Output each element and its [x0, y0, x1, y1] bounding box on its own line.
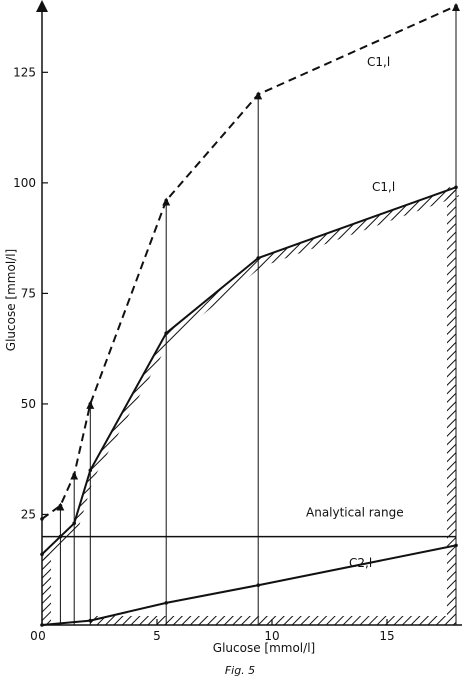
y-tick-label-125: 125	[13, 65, 36, 79]
series-2-point-0	[40, 623, 44, 627]
x-axis-title: Glucose [mmol/l]	[213, 641, 315, 655]
series-1-point-5	[256, 256, 261, 260]
ticks: 0 5 10 15 25 50 75 100 125 0	[13, 65, 395, 643]
y-axis-title: Glucose [mmol/l]	[4, 249, 18, 351]
series-1-point-3	[88, 468, 93, 473]
series-lines	[41, 5, 457, 626]
series-1-point-2	[72, 521, 76, 526]
series-0-point-1	[58, 503, 63, 508]
series-label-c1l-solid: C1,l	[372, 180, 395, 194]
series-line-2	[41, 544, 457, 626]
series-0-point-2	[72, 472, 76, 477]
series-label-c2l: C2,l	[349, 556, 372, 570]
series-0-point-0	[40, 517, 44, 521]
hatch-band-left	[42, 554, 51, 625]
series-0-point-6	[454, 4, 458, 8]
series-0-point-4	[164, 198, 168, 203]
x-tick-label-0: 0	[38, 629, 46, 643]
axes	[36, 0, 462, 626]
x-tick-label-origin: 0	[30, 629, 38, 643]
series-1-point-0	[40, 552, 44, 557]
series-2-point-2	[164, 601, 168, 605]
series-2-point-1	[88, 618, 93, 623]
y-tick-label-50: 50	[21, 397, 36, 411]
series-0-point-5	[256, 92, 261, 97]
hatch-band-bottom	[90, 616, 448, 625]
series-label-c1l-dashed: C1,l	[367, 55, 390, 69]
figure-caption: Fig. 5	[225, 664, 255, 677]
y-tick-label-100: 100	[13, 176, 36, 190]
y-tick-label-25: 25	[21, 507, 36, 521]
series-line-1	[41, 186, 457, 555]
hatch-bands	[42, 187, 459, 625]
y-tick-label-75: 75	[21, 286, 36, 300]
series-2-point-3	[256, 583, 261, 588]
series-points	[40, 4, 458, 627]
series-0-point-3	[88, 402, 93, 406]
series-1-point-6	[454, 185, 458, 190]
x-tick-label-10: 10	[264, 629, 279, 643]
hatch-band-right	[447, 187, 456, 625]
x-tick-label-5: 5	[153, 629, 161, 643]
series-line-0	[41, 5, 457, 520]
x-tick-label-15: 15	[379, 629, 394, 643]
vertical-arrows	[56, 3, 460, 625]
analytical-range-label: Analytical range	[306, 506, 404, 520]
series-1-point-4	[164, 331, 168, 335]
series-2-point-4	[454, 543, 458, 548]
